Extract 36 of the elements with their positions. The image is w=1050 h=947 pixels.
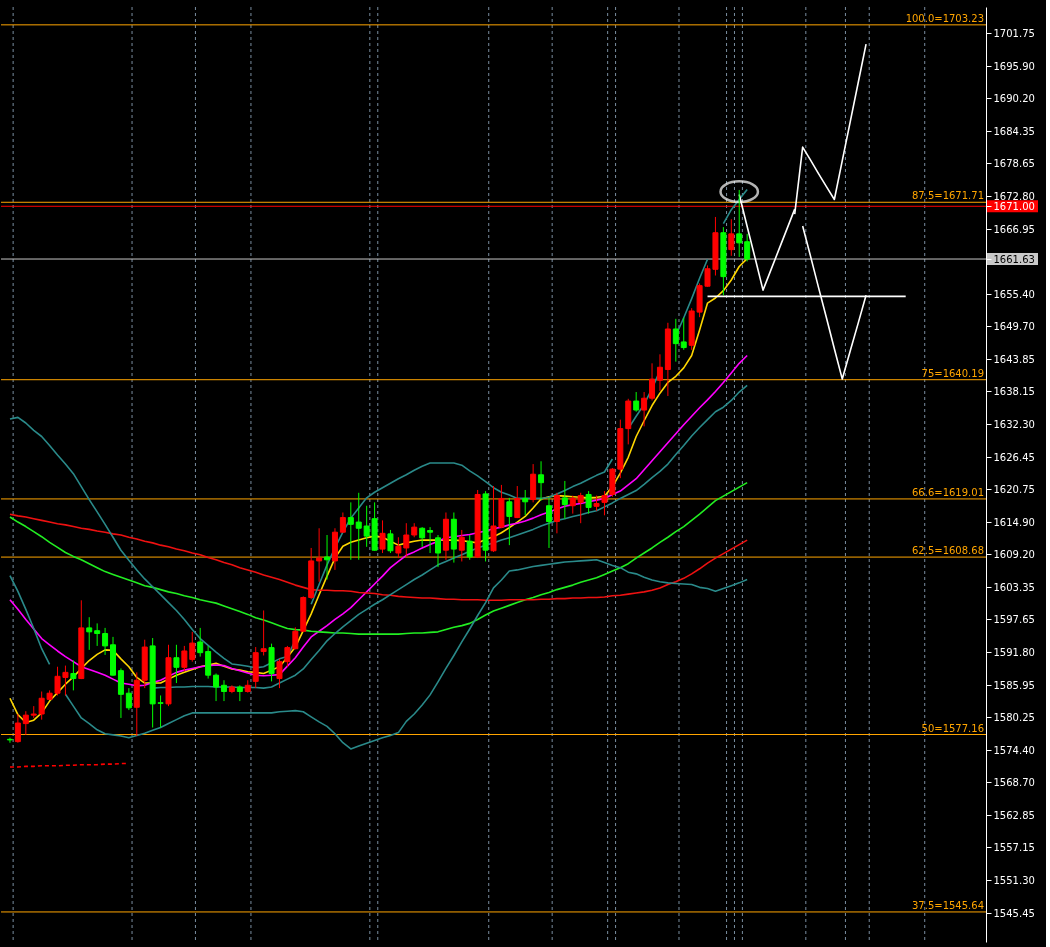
ref-line-label: 37.5=1545.64 <box>912 899 984 911</box>
ref-line-label: 75=1640.19 <box>921 367 984 379</box>
y-tick-label: 1545.45 <box>993 907 1035 919</box>
ref-line-label: 66.6=1619.01 <box>912 486 984 498</box>
y-tick-label: 1690.20 <box>993 92 1035 104</box>
y-tick-label: 1701.75 <box>993 27 1035 39</box>
y-tick-label: 1609.20 <box>993 548 1035 560</box>
y-tick-label: 1562.85 <box>993 809 1035 821</box>
y-tick-label: 1672.80 <box>993 190 1035 202</box>
y-tick-label: 1597.65 <box>993 613 1035 625</box>
y-tick-label: 1580.25 <box>993 711 1035 723</box>
y-tick-label: 1643.85 <box>993 353 1035 365</box>
y-tick-label: 1551.30 <box>993 874 1035 886</box>
y-tick-label: 1557.15 <box>993 841 1035 853</box>
y-tick-label: 1655.40 <box>993 288 1035 300</box>
y-tick-label: 1591.80 <box>993 646 1035 658</box>
y-tick-label: 1678.65 <box>993 157 1035 169</box>
y-tick-label: 1661.63 <box>993 253 1035 265</box>
y-tick-label: 1695.90 <box>993 60 1035 72</box>
ref-line-label: 87.5=1671.71 <box>912 190 984 202</box>
ref-line-label: 62.5=1608.68 <box>912 545 984 557</box>
ref-line-label: 50=1577.16 <box>921 722 984 734</box>
ref-line-label: 100.0=1703.23 <box>905 12 984 24</box>
y-tick-label: 1574.40 <box>993 744 1035 756</box>
y-tick-label: 1626.45 <box>993 451 1035 463</box>
y-tick-label: 1603.35 <box>993 581 1035 593</box>
y-tick-label: 1620.75 <box>993 483 1035 495</box>
y-tick-label: 1684.35 <box>993 125 1035 137</box>
y-tick-label: 1614.90 <box>993 516 1035 528</box>
y-tick-label: 1649.70 <box>993 320 1035 332</box>
y-tick-label: 1632.30 <box>993 418 1035 430</box>
y-tick-label: 1568.70 <box>993 776 1035 788</box>
y-tick-label: 1671.00 <box>993 200 1035 212</box>
y-tick-label: 1638.15 <box>993 385 1035 397</box>
y-tick-label: 1585.95 <box>993 679 1035 691</box>
y-tick-label: 1666.95 <box>993 223 1035 235</box>
